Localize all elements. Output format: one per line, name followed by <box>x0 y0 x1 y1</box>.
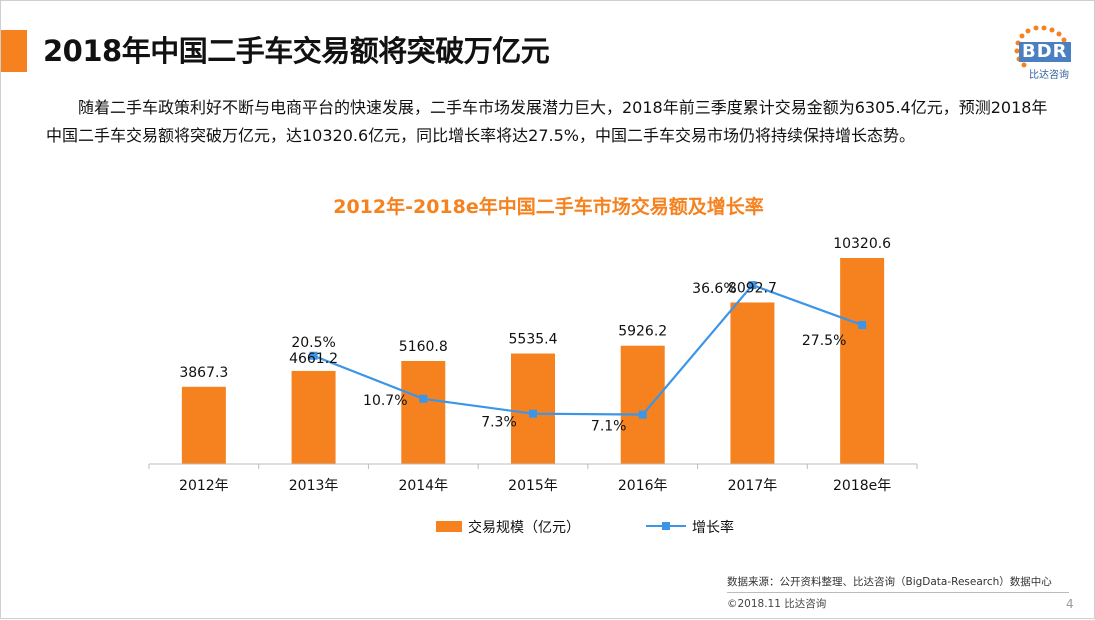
copyright: ©2018.11 比达咨询 <box>727 598 827 610</box>
title-accent-bar <box>1 30 27 72</box>
line-point-1 <box>309 351 318 360</box>
legend-item-line: 增长率 <box>646 517 734 537</box>
x-tick-label-2: 2014年 <box>398 478 448 494</box>
rate-label-3: 7.3% <box>481 415 517 431</box>
x-tick-label-0: 2012年 <box>179 478 229 494</box>
line-point-2 <box>419 394 428 403</box>
page-title: 2018年中国二手车交易额将突破万亿元 <box>43 34 550 68</box>
x-tick-label-6: 2018e年 <box>833 478 891 494</box>
x-tick-label-5: 2017年 <box>728 478 778 494</box>
chart-title: 2012年-2018e年中国二手车市场交易额及增长率 <box>333 196 764 218</box>
line-point-4 <box>638 410 647 419</box>
growth-line <box>313 283 863 416</box>
bar-2 <box>401 360 446 464</box>
rate-label-2: 10.7% <box>363 393 407 409</box>
bar-label-0: 3867.3 <box>179 365 228 381</box>
footer-divider <box>727 592 1069 593</box>
line-point-6 <box>858 321 867 330</box>
legend-item-bar: 交易规模（亿元） <box>436 517 580 537</box>
logo-subtitle: 比达咨询 <box>1029 70 1069 81</box>
rate-label-6: 27.5% <box>802 333 846 349</box>
rate-label-1: 20.5% <box>291 335 335 351</box>
legend-bar-label: 交易规模（亿元） <box>468 520 580 536</box>
rate-label-5: 36.6% <box>692 281 736 297</box>
x-tick-label-3: 2015年 <box>508 478 558 494</box>
bar-1 <box>291 370 336 464</box>
bar-label-3: 5535.4 <box>509 332 558 348</box>
x-tick-label-1: 2013年 <box>289 478 339 494</box>
bar-4 <box>620 345 665 464</box>
x-tick-label-4: 2016年 <box>618 478 668 494</box>
bar-6 <box>840 258 885 464</box>
bar-label-5: 8092.7 <box>728 280 777 296</box>
bar-5 <box>730 302 775 464</box>
intro-paragraph: 随着二手车政策利好不断与电商平台的快速发展，二手车市场发展潜力巨大，2018年前… <box>46 98 1048 145</box>
page-number: 4 <box>1066 597 1074 611</box>
bar-3 <box>511 353 555 464</box>
bdr-logo: BDR 比达咨询 <box>1003 21 1083 81</box>
legend-bar-swatch <box>436 521 462 532</box>
legend-line-label: 增长率 <box>692 520 734 536</box>
data-source: 数据来源：公开资料整理、比达咨询（BigData-Research）数据中心 <box>727 576 1052 588</box>
line-point-3 <box>529 409 537 418</box>
legend-marker-swatch <box>662 522 670 530</box>
bar-label-1: 4661.2 <box>289 351 338 367</box>
bar-label-4: 5926.2 <box>618 324 667 340</box>
bar-label-2: 5160.8 <box>399 339 448 355</box>
line-point-5 <box>748 281 757 290</box>
bar-0 <box>181 386 226 464</box>
rate-label-4: 7.1% <box>591 419 627 435</box>
logo-text: BDR <box>1019 42 1071 62</box>
bar-label-6: 10320.6 <box>833 236 891 252</box>
